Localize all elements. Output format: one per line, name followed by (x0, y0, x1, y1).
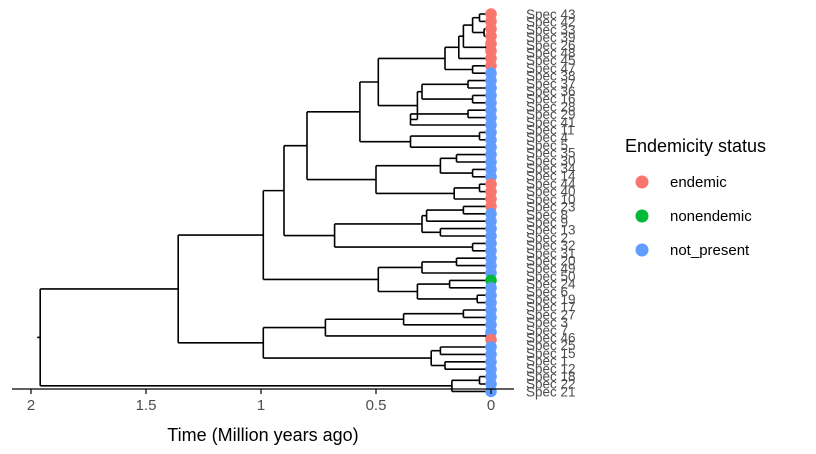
x-tick-label: 0 (487, 397, 495, 414)
tip-label: Spec 9 (526, 215, 568, 230)
legend-key-endemic (635, 175, 649, 189)
tip-label: Spec 19 (526, 292, 576, 307)
tip-label: Spec 7 (526, 323, 568, 338)
tip-label: Spec 11 (526, 123, 575, 138)
tip-label: Spec 47 (526, 61, 576, 76)
tip-label: Spec 12 (526, 361, 576, 376)
legend-label-endemic: endemic (670, 174, 727, 191)
tip-label: Spec 41 (526, 115, 576, 130)
x-tick-label: 2 (27, 397, 35, 414)
tip-label: Spec 8 (526, 207, 568, 222)
x-tick-label: 1 (257, 397, 265, 414)
tip-label: Spec 42 (526, 15, 576, 30)
tip-label: Spec 4 (526, 130, 569, 145)
tip-label: Spec 21 (526, 384, 576, 399)
legend-label-not_present: not_present (670, 242, 750, 259)
x-axis: 2 1.5 1 0.5 0 (12, 388, 514, 414)
tip-label: Spec 28 (526, 99, 576, 114)
tip-label: Spec 43 (526, 7, 576, 22)
tip-label: Spec 14 (526, 169, 576, 184)
tip-label: Spec 6 (526, 284, 568, 299)
tip-label: Spec 13 (526, 223, 576, 238)
tip-label: Spec 10 (526, 192, 576, 207)
tree-branches (37, 13, 491, 393)
tip-label: Spec 23 (526, 200, 576, 215)
tip-label: Spec 22 (526, 377, 576, 392)
tip-label: Spec 25 (526, 338, 576, 353)
tip-label: Spec 20 (526, 253, 576, 268)
tip-label: Spec 34 (526, 161, 576, 176)
tip-label: Spec 15 (526, 346, 576, 361)
tip-label: Spec 1 (526, 354, 568, 369)
tip-label: Spec 16 (526, 92, 576, 107)
tip-label: Spec 38 (526, 69, 576, 84)
tip-label: Spec 44 (526, 176, 576, 191)
tip-label: Spec 45 (526, 53, 576, 68)
tip-points (485, 8, 497, 398)
x-tick-label: 0.5 (366, 397, 387, 414)
tip-label: Spec 18 (526, 369, 576, 384)
legend-key-nonendemic (635, 209, 649, 223)
legend: Endemicity status endemic nonendemic not_p… (625, 136, 766, 259)
tip-label: Spec 2 (526, 230, 568, 245)
tip-label: Spec 33 (526, 22, 576, 37)
tip-label: Spec 29 (526, 107, 576, 122)
tip-label: Spec 17 (526, 300, 576, 315)
tip-label: Spec 30 (526, 153, 576, 168)
tip-label: Spec 5 (526, 138, 568, 153)
tip-label: Spec 50 (526, 269, 576, 284)
tip-label: Spec 24 (526, 277, 576, 292)
tip-label: Spec 35 (526, 146, 576, 161)
legend-label-nonendemic: nonendemic (670, 208, 752, 225)
tip-label: Spec 48 (526, 46, 576, 61)
tip-label: Spec 49 (526, 261, 576, 276)
tip-label: Spec 26 (526, 38, 576, 53)
x-axis-title: Time (Million years ago) (167, 425, 358, 445)
tip-label: Spec 39 (526, 30, 576, 45)
x-tick-label: 1.5 (136, 397, 157, 414)
tip-label: Spec 40 (526, 184, 576, 199)
legend-title: Endemicity status (625, 136, 766, 156)
tip-label: Spec 46 (526, 330, 576, 345)
tip-label: Spec 3 (526, 315, 568, 330)
tip-label: Spec 27 (526, 307, 576, 322)
tip-label: Spec 37 (526, 76, 576, 91)
legend-key-not_present (635, 243, 649, 257)
tip-label: Spec 32 (526, 238, 576, 253)
tip-label: Spec 36 (526, 84, 576, 99)
tip-label: Spec 31 (526, 246, 576, 261)
